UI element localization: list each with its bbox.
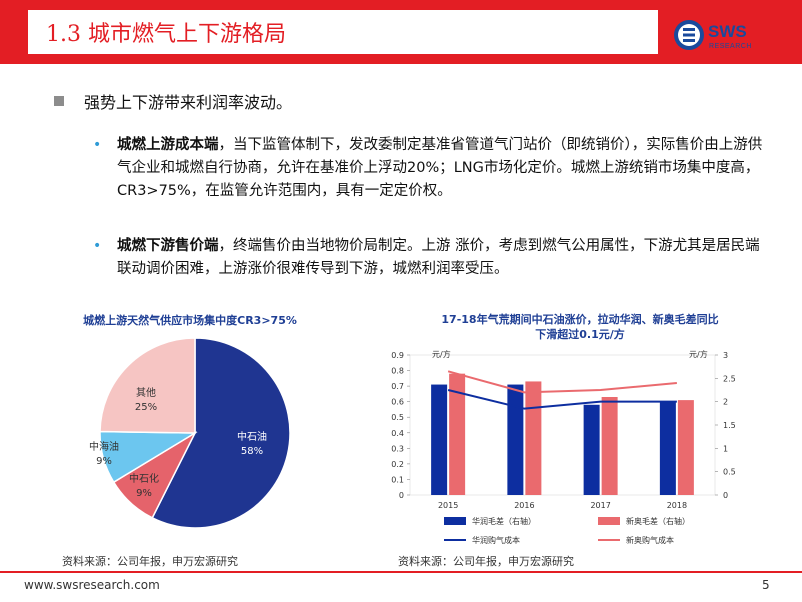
pie-source: 资料来源：公司年报，申万宏源研究 <box>62 555 238 568</box>
left-axis-tick: 0.2 <box>391 460 404 469</box>
pie-slice-name: 其他 <box>136 386 156 399</box>
legend-swatch <box>598 517 620 525</box>
left-axis-tick: 0.4 <box>391 429 404 438</box>
x-axis-tick: 2015 <box>438 501 458 510</box>
footer-line <box>0 571 802 573</box>
left-axis-tick: 0.9 <box>391 351 404 360</box>
page-title: 1.3 城市燃气上下游格局 <box>46 22 286 47</box>
series-line <box>447 389 677 410</box>
series-line <box>447 370 677 394</box>
title-box <box>28 10 658 54</box>
right-axis-unit: 元/方 <box>689 349 708 359</box>
bullet-downstream-bold: 城燃下游售价端 <box>117 238 219 254</box>
legend-label: 新奥购气成本 <box>626 535 674 545</box>
right-axis-tick: 1.5 <box>723 421 736 430</box>
left-axis-tick: 0.6 <box>391 398 404 407</box>
pie-slice-value: 25% <box>135 402 157 413</box>
pie-chart: 中石油 58% 中石化 9% 中海油 9% 其他 25% <box>89 337 291 529</box>
x-axis-tick: 2017 <box>590 501 610 510</box>
pie-slice-name: 中海油 <box>89 440 119 453</box>
bar <box>583 404 600 495</box>
combo-title-line2: 下滑超过0.1元/方 <box>535 328 625 341</box>
pie-slice-value: 9% <box>136 488 152 499</box>
logo-word: SWS <box>708 22 747 41</box>
legend-swatch <box>444 517 466 525</box>
combo-title-line1: 17-18年气荒期间中石油涨价，拉动华润、新奥毛差同比 <box>441 313 719 326</box>
left-axis-tick: 0.3 <box>391 444 404 453</box>
combo-title: 17-18年气荒期间中石油涨价，拉动华润、新奥毛差同比 下滑超过0.1元/方 <box>380 312 780 342</box>
section-heading: 强势上下游带来利润率波动。 <box>84 93 293 112</box>
bar <box>525 381 542 495</box>
left-axis-tick: 0.7 <box>391 382 404 391</box>
bar <box>601 397 618 495</box>
pie-slice-name: 中石油 <box>237 430 267 443</box>
pie-slice-value: 58% <box>241 446 263 457</box>
bar <box>431 384 448 495</box>
logo-sub: RESEARCH <box>709 43 752 50</box>
bullet-upstream-bold: 城燃上游成本端 <box>117 137 219 153</box>
left-axis-tick: 0 <box>399 491 404 500</box>
right-axis-tick: 2 <box>723 398 728 407</box>
sws-logo: SWS RESEARCH <box>672 18 784 56</box>
combo-chart: 0 0.1 0.2 0.3 0.4 0.5 0.6 0.7 0.8 0.9 0 0.5 1 1.5 2 2.5… <box>391 349 736 545</box>
legend-label: 华润购气成本 <box>472 535 520 545</box>
right-axis-tick: 0.5 <box>723 468 736 477</box>
bar <box>507 384 524 495</box>
bullet-downstream-text: ，终端售价由当地物价局制定。上游 涨价，考虑到燃气公用属性，下游尤其是居民端联动… <box>117 238 760 277</box>
left-axis-tick: 0.8 <box>391 367 404 376</box>
pie-slice-value: 9% <box>96 456 112 467</box>
sws-logo-icon <box>674 20 704 50</box>
pie-slice-name: 中石化 <box>129 472 159 485</box>
pie-title: 城燃上游天然气供应市场集中度CR3>75% <box>83 314 297 327</box>
bullet-upstream-text: ，当下监管体制下，发改委制定基准省管道气门站价（即统销价），实际售价由上游供气企… <box>117 137 763 199</box>
bar <box>449 373 466 495</box>
left-axis-tick: 0.1 <box>391 475 404 484</box>
bullet-downstream: • 城燃下游售价端，终端售价由当地物价局制定。上游 涨价，考虑到燃气公用属性，下… <box>93 235 767 281</box>
bar <box>659 401 676 495</box>
page-number: 5 <box>762 578 770 592</box>
x-axis-tick: 2016 <box>514 501 534 510</box>
pie-slice <box>99 337 196 434</box>
bar <box>677 400 694 495</box>
left-axis-tick: 0.5 <box>391 413 404 422</box>
combo-source: 资料来源：公司年报，申万宏源研究 <box>398 555 574 568</box>
right-axis-tick: 0 <box>723 491 728 500</box>
heading-square-icon <box>54 96 64 106</box>
bullet-dot-icon: • <box>93 238 102 254</box>
footer-url[interactable]: www.swsresearch.com <box>24 578 160 592</box>
right-axis-tick: 2.5 <box>723 374 736 383</box>
legend-label: 华润毛差（右轴） <box>472 516 536 526</box>
bullet-dot-icon: • <box>93 137 102 153</box>
pie-slice <box>151 337 291 529</box>
left-axis-unit: 元/方 <box>432 349 451 359</box>
legend-label: 新奥毛差（右轴） <box>626 516 690 526</box>
right-axis-tick: 3 <box>723 351 728 360</box>
bullet-upstream: • 城燃上游成本端，当下监管体制下，发改委制定基准省管道气门站价（即统销价），实… <box>93 134 767 203</box>
x-axis-tick: 2018 <box>667 501 687 510</box>
right-axis-tick: 1 <box>723 444 728 453</box>
